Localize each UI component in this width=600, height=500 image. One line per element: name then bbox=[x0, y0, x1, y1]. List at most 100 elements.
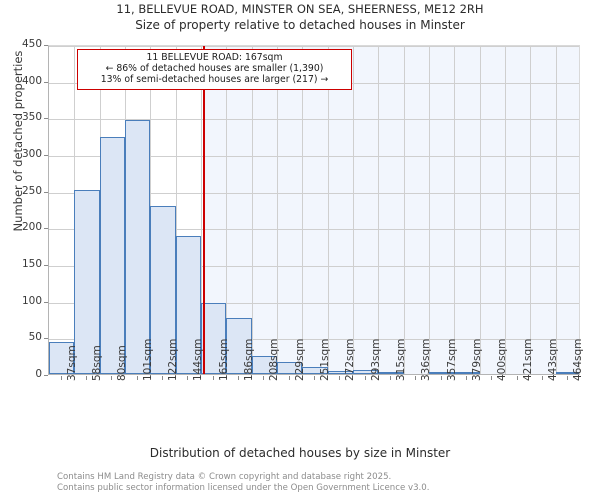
property-size-marker-line bbox=[203, 46, 205, 374]
x-axis-tick-mark bbox=[339, 376, 341, 380]
histogram-bar bbox=[226, 317, 252, 374]
histogram-bar bbox=[378, 372, 404, 374]
y-axis-tick-label: 400 bbox=[21, 74, 42, 87]
y-axis-tick-label: 450 bbox=[21, 38, 42, 50]
gridline-horizontal bbox=[49, 119, 579, 121]
histogram-bar bbox=[353, 370, 379, 374]
y-axis-tick-mark bbox=[44, 45, 48, 46]
gridline-vertical bbox=[505, 46, 506, 374]
x-axis-tick-mark bbox=[567, 376, 569, 380]
gridline-vertical bbox=[226, 46, 227, 374]
shaded-larger-region bbox=[203, 46, 579, 374]
y-axis-tick-label: 250 bbox=[21, 184, 42, 197]
y-axis-tick-mark bbox=[44, 155, 48, 156]
x-axis-tick-label: 229sqm bbox=[293, 338, 306, 381]
x-axis-tick-label: 101sqm bbox=[141, 338, 154, 381]
x-axis-tick-label: 122sqm bbox=[167, 338, 179, 381]
gridline-vertical bbox=[277, 46, 278, 374]
x-axis-title: Distribution of detached houses by size … bbox=[149, 446, 451, 460]
footer-line-1: Contains HM Land Registry data © Crown c… bbox=[57, 472, 392, 482]
y-axis-tick-label: 0 bbox=[35, 368, 42, 380]
x-axis-tick-label: 379sqm bbox=[471, 338, 483, 381]
gridline-horizontal bbox=[49, 156, 579, 157]
x-axis-tick-label: 464sqm bbox=[572, 338, 585, 381]
y-axis-tick-label: 100 bbox=[21, 294, 42, 307]
plot-area bbox=[48, 45, 580, 375]
gridline-vertical bbox=[480, 46, 481, 374]
y-axis-tick-mark bbox=[44, 301, 48, 303]
x-axis-tick-label: 186sqm bbox=[243, 338, 255, 381]
y-axis-tick-label: 300 bbox=[21, 148, 42, 160]
gridline-horizontal bbox=[49, 302, 579, 304]
gridline-vertical bbox=[404, 46, 405, 374]
y-axis-tick-mark bbox=[44, 191, 48, 193]
y-axis-tick-mark bbox=[44, 338, 48, 340]
footer-attribution: Contains HM Land Registry data © Crown c… bbox=[57, 472, 577, 493]
gridline-horizontal bbox=[49, 339, 579, 341]
gridline-vertical bbox=[328, 46, 329, 374]
histogram-bar bbox=[74, 189, 100, 374]
x-axis-tick-label: 58sqm bbox=[91, 345, 103, 381]
x-axis-tick-mark bbox=[162, 376, 163, 380]
histogram-bar bbox=[555, 372, 579, 374]
x-axis-tick-label: 272sqm bbox=[344, 338, 357, 381]
gridline-vertical bbox=[176, 46, 177, 374]
histogram-bar bbox=[99, 137, 125, 374]
histogram-bar bbox=[302, 367, 328, 374]
x-axis-tick-mark bbox=[263, 376, 265, 380]
y-axis-tick-label: 200 bbox=[21, 221, 42, 234]
x-axis-tick-mark bbox=[542, 376, 543, 380]
footer-line-2: Contains public sector information licen… bbox=[57, 482, 430, 493]
annotation-box: 11 BELLEVUE ROAD: 167sqm ← 86% of detach… bbox=[77, 49, 352, 90]
y-axis-tick-mark bbox=[44, 375, 48, 376]
x-axis-tick-mark bbox=[440, 376, 442, 380]
x-axis-tick-mark bbox=[86, 376, 87, 380]
histogram-bar bbox=[150, 206, 176, 374]
gridline-vertical bbox=[201, 46, 202, 374]
x-axis-tick-label: 208sqm bbox=[268, 338, 281, 381]
x-axis-tick-mark bbox=[212, 376, 214, 380]
x-axis-tick-mark bbox=[111, 376, 113, 380]
gridline-vertical bbox=[353, 46, 354, 374]
x-axis-tick-label: 357sqm bbox=[445, 338, 458, 381]
x-axis-tick-label: 421sqm bbox=[521, 338, 534, 381]
gridline-vertical bbox=[556, 46, 557, 374]
y-axis-tick-mark bbox=[44, 118, 48, 120]
annotation-line-3: 13% of semi-detached houses are larger (… bbox=[100, 74, 329, 86]
gridline-horizontal bbox=[49, 229, 579, 231]
x-axis-tick-mark bbox=[187, 376, 189, 380]
page-subtitle: Size of property relative to detached ho… bbox=[135, 18, 465, 32]
chart-title-block: 11, BELLEVUE ROAD, MINSTER ON SEA, SHEER… bbox=[0, 2, 600, 33]
x-axis-tick-mark bbox=[390, 376, 391, 380]
y-axis-tick-mark bbox=[44, 265, 48, 266]
gridline-vertical bbox=[530, 46, 531, 374]
x-axis-tick-label: 80sqm bbox=[116, 345, 129, 381]
gridline-vertical bbox=[454, 46, 455, 374]
y-axis-tick-mark bbox=[44, 228, 48, 230]
gridline-horizontal bbox=[49, 192, 579, 194]
x-axis-tick-label: 400sqm bbox=[496, 338, 509, 381]
histogram-bar bbox=[454, 372, 480, 374]
x-axis-tick-label: 37sqm bbox=[65, 345, 78, 381]
histogram-bar bbox=[277, 361, 303, 374]
x-axis-tick-label: 315sqm bbox=[395, 338, 407, 381]
x-axis-tick-mark bbox=[238, 376, 239, 380]
gridline-vertical bbox=[252, 46, 253, 374]
x-axis-tick-label: 336sqm bbox=[420, 338, 433, 381]
annotation-line-1: 11 BELLEVUE ROAD: 167sqm bbox=[146, 52, 283, 63]
annotation-line-2: ← 86% of detached houses are smaller (1,… bbox=[105, 63, 324, 75]
histogram-bar bbox=[429, 371, 455, 374]
histogram-bar bbox=[175, 236, 201, 374]
x-axis-tick-label: 251sqm bbox=[319, 338, 331, 381]
histogram-bar bbox=[251, 355, 277, 374]
gridline-vertical bbox=[302, 46, 303, 374]
y-axis-tick-label: 150 bbox=[21, 258, 42, 270]
x-axis-tick-mark bbox=[364, 376, 366, 380]
gridline-horizontal bbox=[49, 46, 579, 47]
x-axis-tick-mark bbox=[288, 376, 290, 380]
x-axis-tick-mark bbox=[516, 376, 518, 380]
x-axis-tick-label: 443sqm bbox=[547, 338, 559, 381]
y-axis-tick-mark bbox=[44, 81, 48, 83]
histogram-bar bbox=[327, 371, 353, 374]
